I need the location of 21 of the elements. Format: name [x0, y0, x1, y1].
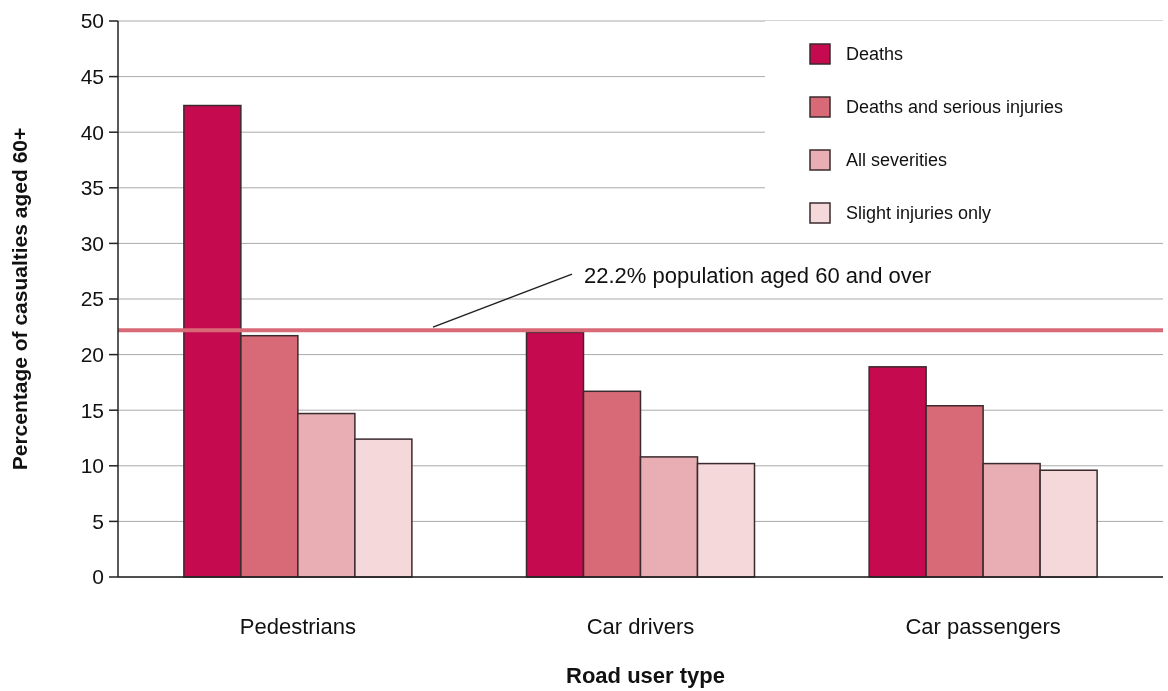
x-axis-title: Road user type: [566, 663, 725, 688]
ref-line-label: 22.2% population aged 60 and over: [584, 263, 932, 289]
x-tick-label: Pedestrians: [239, 614, 356, 639]
x-tick-label: Car passengers: [905, 614, 1061, 639]
y-tick-label: 30: [80, 231, 104, 255]
y-tick-label: 50: [80, 9, 104, 33]
legend-label: All severities: [846, 150, 948, 171]
y-tick-label: 15: [80, 398, 104, 422]
y-tick-label: 20: [80, 342, 104, 366]
y-tick-label: 5: [92, 509, 104, 533]
legend-label: Deaths: [846, 44, 904, 65]
y-tick-label: 45: [80, 64, 104, 88]
y-tick-label: 40: [80, 120, 104, 144]
x-tick-label: Car drivers: [586, 614, 695, 639]
y-axis-title: Percentage of casualties aged 60+: [8, 127, 31, 471]
y-tick-label: 0: [92, 565, 104, 589]
y-tick-label: 35: [80, 176, 104, 200]
y-tick-label: 25: [80, 287, 104, 311]
legend-label: Slight injuries only: [846, 203, 992, 224]
legend-label: Deaths and serious injuries: [846, 97, 1064, 118]
y-tick-label: 10: [80, 454, 104, 478]
